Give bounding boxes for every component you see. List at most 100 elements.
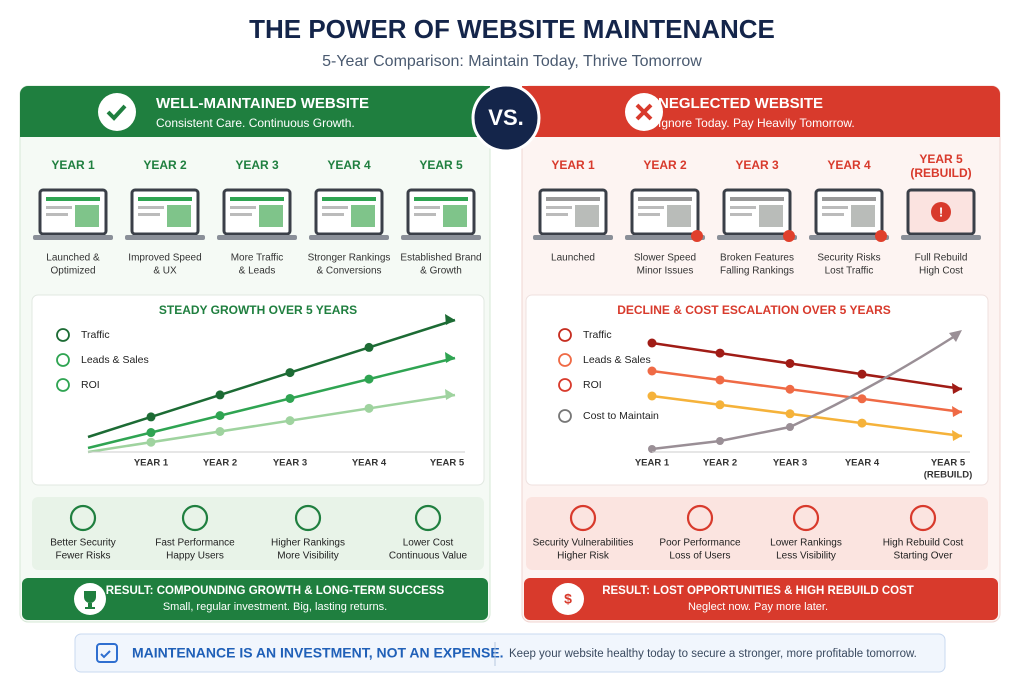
benefit-text: Fewer Risks xyxy=(55,551,110,562)
laptop-base xyxy=(809,235,889,240)
trend-point xyxy=(146,412,156,422)
left-chart-box xyxy=(31,294,485,486)
year-caption: Stronger Rankings xyxy=(308,253,391,264)
left-result xyxy=(22,578,488,620)
benefit-text: Security Vulnerabilities xyxy=(533,538,634,549)
screen-header xyxy=(822,197,876,201)
trend-point xyxy=(215,411,225,421)
footer-bar xyxy=(74,633,946,673)
trend-arrow xyxy=(952,383,962,394)
screen-text xyxy=(414,206,440,209)
x-label: YEAR 3 xyxy=(773,458,807,469)
year-label: YEAR 1 xyxy=(51,158,95,172)
benefit-icon xyxy=(69,504,97,532)
screen-text xyxy=(730,213,752,216)
year-label: YEAR 2 xyxy=(143,158,187,172)
benefit-text: Starting Over xyxy=(894,551,954,562)
year-label: YEAR 3 xyxy=(235,158,279,172)
screen-image xyxy=(759,205,783,227)
legend-icon xyxy=(558,328,572,342)
alert-icon xyxy=(931,202,951,222)
left-header xyxy=(20,86,490,137)
legend-label: Leads & Sales xyxy=(81,354,149,366)
benefit-text: Higher Risk xyxy=(557,551,610,562)
screen-text xyxy=(546,206,572,209)
screen-text xyxy=(822,213,844,216)
title: THE POWER OF WEBSITE MAINTENANCE xyxy=(249,14,775,44)
screen-image xyxy=(443,205,467,227)
screen-header xyxy=(46,197,100,201)
trend-point xyxy=(647,366,657,376)
right-benefits xyxy=(526,497,988,570)
screen-text xyxy=(822,206,848,209)
laptop-base xyxy=(625,235,705,240)
x-label: (REBUILD) xyxy=(924,470,973,481)
laptop-base xyxy=(901,235,981,240)
trend-point xyxy=(215,426,225,436)
x-label: YEAR 1 xyxy=(134,458,169,469)
benefit-text: Loss of Users xyxy=(669,551,730,562)
screen-text xyxy=(46,213,68,216)
laptop-base xyxy=(533,235,613,240)
laptop-base xyxy=(217,235,297,240)
year-label: YEAR 5 xyxy=(919,152,963,166)
year-caption: Launched xyxy=(551,253,595,264)
trend-point xyxy=(647,338,657,348)
calendar-check xyxy=(100,650,111,659)
vs-label: VS. xyxy=(488,105,523,130)
trend-point xyxy=(364,403,374,413)
screen-text xyxy=(230,206,256,209)
result-text: Neglect now. Pay more later. xyxy=(688,601,828,613)
benefit-text: Lower Rankings xyxy=(770,538,842,549)
trend-point xyxy=(146,437,156,447)
screen-text xyxy=(730,206,756,209)
year-label: (REBUILD) xyxy=(910,166,971,180)
calendar-icon xyxy=(96,643,118,663)
screen-text xyxy=(138,206,164,209)
trend-arrow xyxy=(445,389,455,400)
trend-point xyxy=(785,358,795,368)
year-label: YEAR 4 xyxy=(827,158,871,172)
x-label: YEAR 5 xyxy=(931,458,966,469)
benefit-text: Continuous Value xyxy=(389,551,468,562)
legend-label: ROI xyxy=(81,379,100,391)
trend-point xyxy=(146,428,156,438)
screen-image xyxy=(167,205,191,227)
benefit-text: Lower Cost xyxy=(403,538,454,549)
trend-arrow xyxy=(952,406,962,417)
warning-dot xyxy=(783,230,795,242)
year-caption: Minor Issues xyxy=(637,266,694,277)
footer-text: Keep your website healthy today to secur… xyxy=(509,648,917,660)
screen-header xyxy=(546,197,600,201)
x-label: YEAR 2 xyxy=(703,458,737,469)
chart-title: DECLINE & COST ESCALATION OVER 5 YEARS xyxy=(617,303,891,317)
screen-text xyxy=(638,206,664,209)
year-label: YEAR 1 xyxy=(551,158,595,172)
screen-text xyxy=(546,213,568,216)
year-caption: Security Risks xyxy=(817,253,880,264)
laptop-base xyxy=(33,235,113,240)
screen-image xyxy=(75,205,99,227)
screen-text xyxy=(230,213,252,216)
screen-header xyxy=(138,197,192,201)
screen-text xyxy=(322,206,348,209)
panel-tagline: Ignore Today. Pay Heavily Tomorrow. xyxy=(658,116,855,130)
benefit-icon xyxy=(792,504,820,532)
screen-text xyxy=(414,213,436,216)
laptop-base xyxy=(717,235,797,240)
laptop-base xyxy=(309,235,389,240)
year-caption: & UX xyxy=(153,266,177,277)
x-label: YEAR 1 xyxy=(635,458,670,469)
left-benefits xyxy=(32,497,484,570)
benefit-text: Less Visibility xyxy=(776,551,836,562)
trend-point xyxy=(647,391,657,401)
screen-text xyxy=(138,213,160,216)
result-title: RESULT: COMPOUNDING GROWTH & LONG-TERM S… xyxy=(106,585,445,597)
legend-label: Leads & Sales xyxy=(583,354,651,366)
screen-text xyxy=(638,213,660,216)
right-result xyxy=(524,578,998,620)
legend-icon xyxy=(56,328,70,342)
trend-point xyxy=(715,400,725,410)
year-label: YEAR 3 xyxy=(735,158,779,172)
